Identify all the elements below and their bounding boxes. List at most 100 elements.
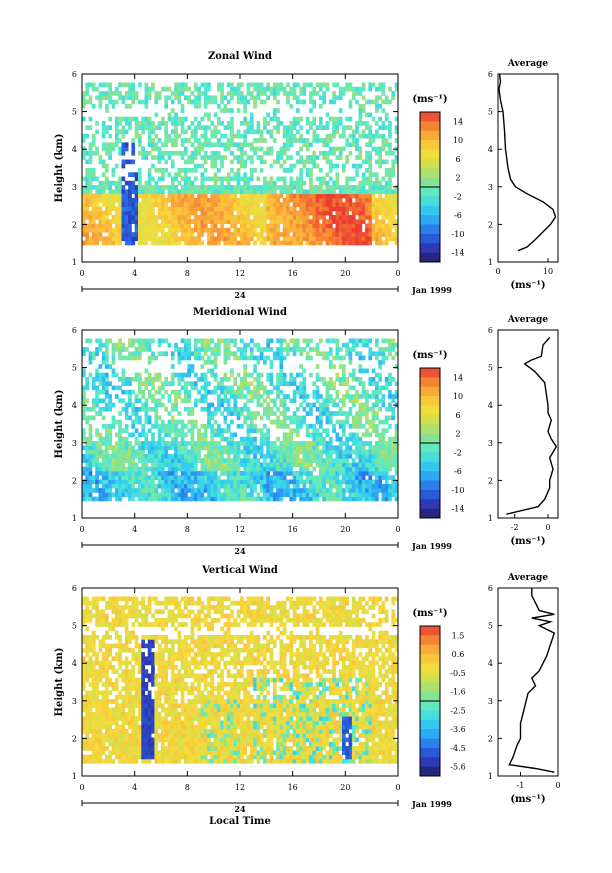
heatmap-cell (305, 146, 310, 152)
heatmap-cell (368, 112, 373, 118)
heatmap-cell (151, 215, 155, 220)
heatmap-cell (167, 219, 172, 224)
heatmap-cell (180, 189, 185, 195)
heatmap-cell (121, 458, 126, 463)
heatmap-cell (312, 116, 317, 122)
heatmap-cell (193, 189, 198, 195)
heatmap-cell (243, 210, 247, 216)
heatmap-cell (177, 449, 182, 455)
heatmap-cell (279, 342, 284, 348)
heatmap-cell (312, 99, 317, 105)
heatmap-cell (240, 95, 244, 101)
heatmap-cell (246, 479, 251, 485)
heatmap-cell (299, 176, 303, 182)
heatmap-cell (351, 496, 356, 502)
heatmap-cell (121, 142, 126, 148)
heatmap-cell (108, 193, 112, 199)
heatmap-cell (167, 155, 172, 160)
heatmap-cell (256, 206, 261, 212)
heatmap-cell (335, 471, 340, 476)
heatmap-cell (325, 189, 330, 195)
heatmap-cell (243, 176, 247, 182)
heatmap-cell (223, 389, 228, 395)
heatmap-cell (305, 236, 310, 242)
heatmap-cell (256, 462, 261, 468)
heatmap-cell (286, 466, 290, 472)
heatmap-cell (167, 223, 172, 229)
heatmap-cell (154, 155, 159, 160)
heatmap-cell (315, 82, 320, 88)
date-mark: 24 (234, 546, 246, 556)
heatmap-cell (381, 159, 386, 165)
heatmap-cell (131, 458, 136, 463)
heatmap-cell (217, 428, 221, 433)
heatmap-cell (263, 99, 267, 105)
heatmap-cell (105, 359, 109, 365)
heatmap-cell (190, 406, 195, 412)
heatmap-cell (226, 142, 231, 148)
heatmap-cell (147, 227, 152, 233)
heatmap-cell (187, 419, 191, 425)
heatmap-cell (365, 125, 369, 130)
heatmap-cell (322, 215, 326, 220)
heatmap-cell (101, 381, 106, 386)
heatmap-cell (213, 419, 218, 425)
heatmap-cell (348, 355, 353, 361)
heatmap-cell (289, 129, 294, 135)
heatmap-cell (170, 240, 175, 246)
heatmap-cell (358, 483, 363, 489)
heatmap-cell (101, 82, 106, 88)
heatmap-cell (332, 193, 336, 199)
heatmap-cell (144, 492, 149, 498)
heatmap-cell (263, 125, 267, 130)
heatmap-cell (174, 428, 178, 433)
heatmap-cell (381, 471, 386, 476)
heatmap-cell (105, 441, 109, 446)
heatmap-cell (174, 462, 178, 468)
heatmap-cell (98, 441, 103, 446)
heatmap-cell (325, 466, 330, 472)
heatmap-cell (157, 185, 162, 190)
heatmap-cell (203, 462, 208, 468)
heatmap-cell (305, 466, 310, 472)
heatmap-cell (351, 402, 356, 408)
heatmap-cell (207, 411, 211, 416)
heatmap-cell (177, 458, 182, 463)
heatmap-cell (246, 415, 251, 421)
heatmap-cell (378, 210, 382, 216)
heatmap-cell (111, 368, 116, 374)
heatmap-cell (292, 381, 297, 386)
heatmap-cell (161, 488, 165, 493)
heatmap-cell (230, 202, 234, 207)
heatmap-cell (88, 95, 93, 101)
heatmap-cell (365, 227, 369, 233)
heatmap-cell (279, 86, 284, 92)
heatmap-cell (105, 483, 109, 489)
heatmap-cell (276, 82, 280, 88)
heatmap-cell (187, 462, 191, 468)
heatmap-cell (131, 159, 136, 165)
heatmap-cell (105, 125, 109, 130)
heatmap-cell (217, 492, 221, 498)
heatmap-cell (101, 197, 106, 203)
heatmap-cell (388, 215, 392, 220)
heatmap-cell (141, 129, 145, 135)
heatmap-cell (266, 402, 270, 408)
heatmap-cell (85, 172, 89, 177)
heatmap-cell (240, 377, 244, 382)
heatmap-cell (319, 138, 323, 143)
heatmap-cell (114, 471, 119, 476)
heatmap-cell (105, 377, 109, 382)
heatmap-cell (375, 492, 379, 498)
heatmap-cell (249, 492, 254, 498)
heatmap-cell (394, 432, 399, 438)
heatmap-cell (177, 389, 182, 395)
heatmap-cell (138, 121, 142, 126)
heatmap-cell (253, 185, 257, 190)
heatmap-cell (391, 189, 396, 195)
heatmap-cell (184, 488, 188, 493)
heatmap-cell (322, 91, 326, 96)
heatmap-cell (170, 108, 175, 113)
heatmap-cell (91, 449, 96, 455)
heatmap-cell (111, 236, 116, 242)
